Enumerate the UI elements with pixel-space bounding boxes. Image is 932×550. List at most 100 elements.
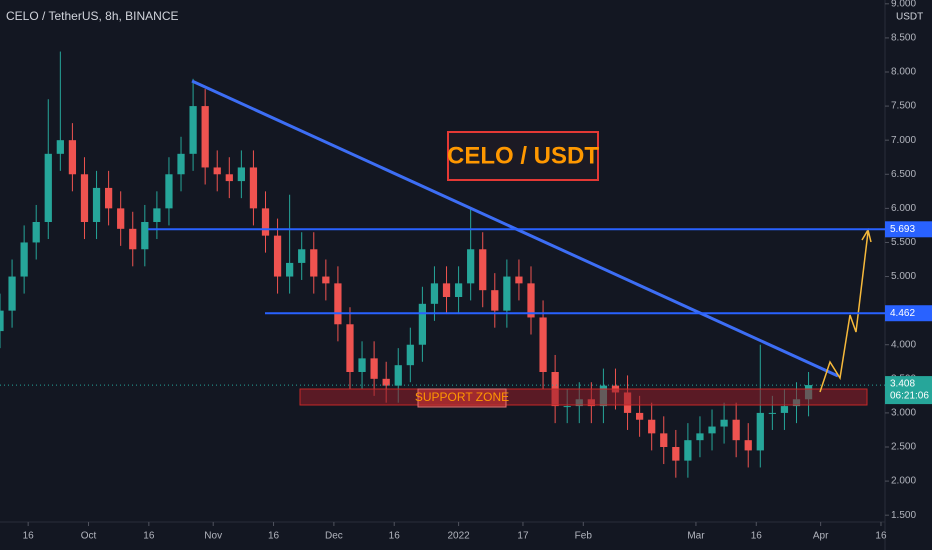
candle-body <box>696 433 704 441</box>
x-tick-label: 2022 <box>447 531 470 542</box>
candle-body <box>648 419 656 434</box>
y-tick-label: 6.000 <box>891 203 916 214</box>
level-label-box <box>885 221 932 238</box>
x-tick-label: Apr <box>813 531 829 542</box>
plot-area <box>0 51 813 478</box>
candle-body <box>515 276 523 284</box>
candle-body <box>744 440 752 451</box>
candle-body <box>527 283 535 318</box>
candle-body <box>237 167 245 182</box>
candle-body <box>80 174 89 222</box>
support-zone <box>299 388 868 406</box>
candle-body <box>104 187 113 209</box>
candle-body <box>382 378 390 386</box>
candle-body <box>44 153 52 222</box>
y-tick-label: 3.000 <box>891 408 916 419</box>
candle-body <box>708 426 716 434</box>
last-price-label: 3.408 <box>890 379 915 390</box>
candle-body <box>756 412 764 451</box>
candle-body <box>418 303 427 345</box>
annotation-box <box>447 131 599 181</box>
candle-body <box>56 140 64 154</box>
x-tick-label: 16 <box>875 531 887 542</box>
y-tick-label: 8.000 <box>891 67 916 78</box>
x-tick-label: 16 <box>751 531 763 542</box>
candle-body <box>503 276 511 311</box>
candle-body <box>213 167 221 175</box>
y-tick-label: 8.500 <box>891 33 916 44</box>
x-tick-label: Mar <box>687 531 705 542</box>
candle-body <box>261 208 270 236</box>
candle-body <box>768 412 776 414</box>
candle-body <box>129 228 137 250</box>
candle-body <box>660 433 668 447</box>
candle-body <box>286 262 294 277</box>
x-tick-label: Oct <box>81 531 97 542</box>
x-tick-label: Dec <box>325 531 343 542</box>
y-tick-label: 6.500 <box>891 169 916 180</box>
annotation: CELO / USDT <box>447 142 599 169</box>
candle-body <box>442 283 451 297</box>
candle-body <box>732 419 740 441</box>
y-tick-label: 4.000 <box>891 339 916 350</box>
y-tick-label: 5.500 <box>891 237 916 248</box>
candle-body <box>672 447 680 461</box>
level-label-box <box>885 305 932 322</box>
y-tick-label: 7.500 <box>891 101 916 112</box>
x-tick-label: Feb <box>575 531 593 542</box>
candle-body <box>8 276 16 311</box>
candle-body <box>430 283 439 304</box>
candle-body <box>684 440 692 461</box>
last-price-box <box>885 376 932 405</box>
candle-body <box>225 174 233 182</box>
y-tick-label: 2.500 <box>891 442 916 453</box>
candle-body <box>165 174 173 209</box>
candle-body <box>20 242 28 277</box>
x-tick-label: 16 <box>143 531 155 542</box>
level-label: 5.693 <box>890 224 915 235</box>
candle-body <box>32 222 40 243</box>
support-zone-label-box <box>417 388 507 408</box>
candle-body <box>310 249 318 277</box>
y-tick-label: 5.000 <box>891 271 916 282</box>
x-tick-label: 16 <box>389 531 401 542</box>
x-tick-label: 16 <box>23 531 35 542</box>
candle-body <box>635 412 644 420</box>
candle-body <box>334 283 342 325</box>
candle-body <box>189 106 197 154</box>
candle-body <box>491 290 499 311</box>
candle-body <box>346 324 354 372</box>
y-tick-label: 1.500 <box>891 510 916 521</box>
candle-body <box>479 249 487 291</box>
candle-body <box>117 208 125 229</box>
candle-body <box>322 276 330 284</box>
candle-body <box>563 406 571 408</box>
candle-body <box>177 153 185 175</box>
candle-body <box>720 419 728 427</box>
candle-body <box>92 187 101 222</box>
candle-body <box>68 140 77 175</box>
x-tick-label: 17 <box>517 531 529 542</box>
candle-body <box>153 208 161 222</box>
projection-arrow <box>819 231 869 393</box>
y-tick-label: 9.000 <box>891 0 916 9</box>
level-label: 4.462 <box>890 308 915 319</box>
candle-body <box>0 310 4 332</box>
countdown: 06:21:06 <box>890 391 929 402</box>
candle-body <box>454 283 463 297</box>
candle-body <box>539 317 547 372</box>
y-tick-label: 7.000 <box>891 135 916 146</box>
candle-body <box>273 235 282 277</box>
candle-body <box>394 365 402 386</box>
candle-body <box>298 249 306 263</box>
price-unit: USDT <box>896 12 923 23</box>
candle-body <box>780 406 789 413</box>
candle-body <box>406 344 414 366</box>
support-zone-label: SUPPORT ZONE <box>415 390 509 404</box>
candle-body <box>358 358 366 372</box>
candle-body <box>141 222 149 250</box>
x-tick-label: 16 <box>268 531 280 542</box>
y-tick-label: 2.000 <box>891 476 916 487</box>
